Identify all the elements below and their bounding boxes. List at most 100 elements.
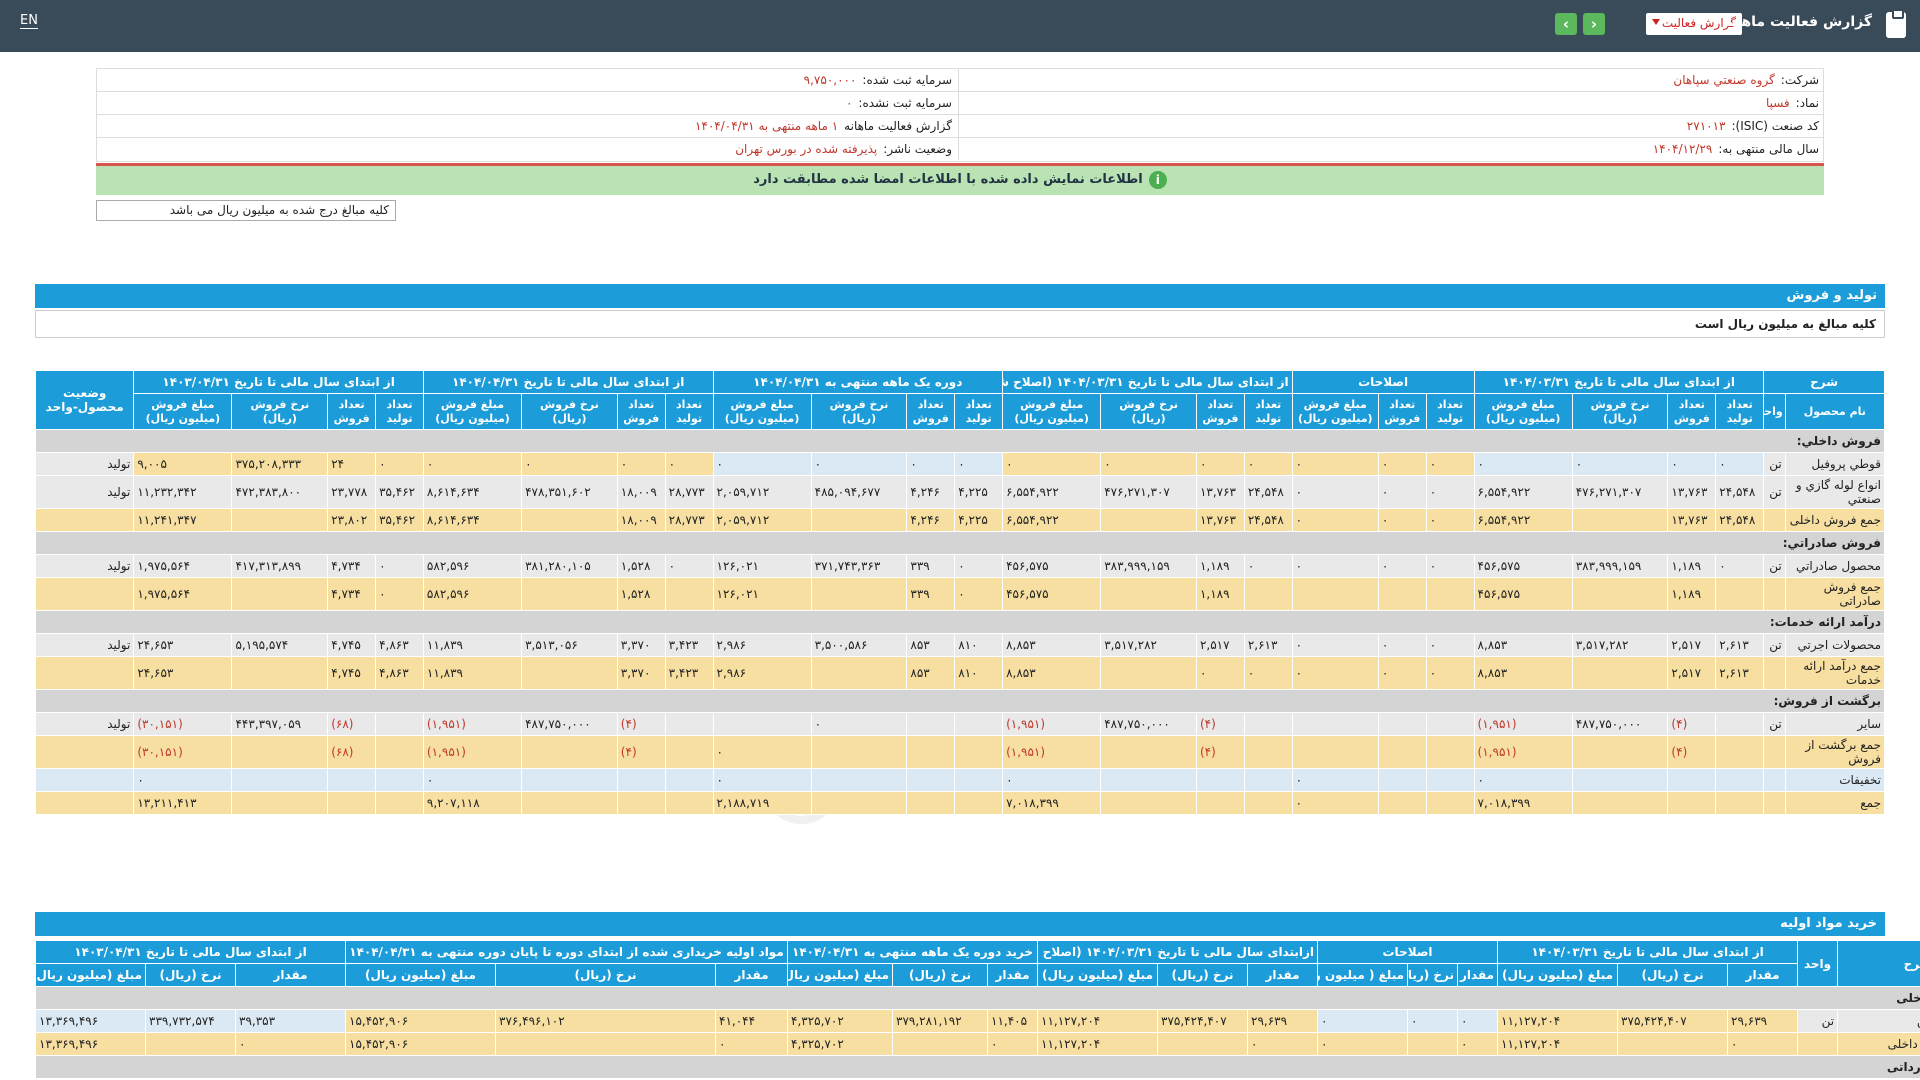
column-header: مبلغ فروش (میلیون ریال) (1002, 393, 1102, 430)
prev-arrow-icon[interactable]: ‹ (1555, 13, 1577, 35)
table-row: فروش داخلي: (35, 429, 1885, 453)
table-cell (521, 508, 618, 532)
table-cell: (۱,۹۵۱) (422, 735, 523, 769)
table-cell: ۳۳۹ (906, 554, 956, 578)
table-cell: ۶,۵۵۴,۹۲۲ (1473, 475, 1573, 509)
table-cell (1571, 791, 1669, 815)
table-cell: ۰ (712, 452, 812, 476)
table-cell: ۳۷۵,۲۰۸,۳۳۳ (231, 452, 329, 476)
column-header: مبلغ فروش (میلیون ریال) (1473, 393, 1573, 430)
table-cell (664, 791, 714, 815)
row-label: جمع برگشت از فروش (1784, 735, 1886, 769)
table-cell (34, 508, 135, 532)
group-header: از ابتدای سال مالی تا تاریخ ۱۴۰۳/۰۴/۳۱ (34, 940, 347, 964)
table-cell: ۰ (1571, 452, 1669, 476)
table-row: درآمد ارائه خدمات: (35, 610, 1885, 634)
table-cell: ۰ (1377, 633, 1427, 657)
report-value: ۱ ماهه منتهی به ۱۴۰۴/۰۴/۳۱ (694, 119, 839, 133)
table-row: فروش صادراتي: (35, 531, 1885, 555)
table-cell (1100, 735, 1197, 769)
column-header: نرخ فروش (ریال) (231, 393, 329, 430)
table-cell: ۱,۱۸۹ (1667, 577, 1717, 611)
table-cell: ۱۲۶,۰۲۱ (712, 577, 812, 611)
table-cell: ۸,۸۵۳ (1473, 633, 1573, 657)
table-cell (1571, 735, 1669, 769)
table-cell: ۷,۰۱۸,۳۹۹ (1002, 791, 1102, 815)
table-cell: ۰ (1425, 656, 1475, 690)
next-arrow-icon[interactable]: › (1583, 13, 1605, 35)
table-cell (1157, 1032, 1249, 1056)
table-cell: ۰ (1407, 1009, 1459, 1033)
table-cell: ۲۴,۵۴۸ (1715, 475, 1765, 509)
table-cell: ۰ (521, 452, 618, 476)
group-header: از ابتدای سال مالی تا تاریخ ۱۴۰۴/۰۴/۳۱ (422, 370, 714, 394)
table-cell (954, 768, 1004, 792)
table-cell: ۱,۹۷۵,۵۶۴ (133, 577, 233, 611)
table-cell (1243, 712, 1293, 736)
table-cell: ۱۳,۳۶۹,۴۹۶ (34, 1032, 147, 1056)
table-row: قوطي پروفيل تن ۰ ۰ ۰ ۰ ۰ ۰ ۰ ۰ ۰ ۰ ۰ ۰ ۰ ۰ ۰ ۰ ۰ ۰ ۰ ۰ ۲۴ ۳۷۵,۲… (34, 452, 1886, 476)
table-cell: تولید (34, 633, 135, 657)
table-cell (1377, 791, 1427, 815)
table-cell (1377, 577, 1427, 611)
column-header: تعداد تولید (664, 393, 714, 430)
group-label: برگشت از فروش: (35, 689, 1885, 713)
table-cell (664, 735, 714, 769)
column-header: نرخ فروش (ریال) (810, 393, 908, 430)
table-cell: ۰ (133, 768, 233, 792)
table-cell (521, 656, 618, 690)
report-type-select[interactable]: گزارش فعالیت (1646, 13, 1742, 35)
table-cell: ۰ (810, 712, 908, 736)
column-header: مقدار (1457, 963, 1499, 987)
table-cell: (۱,۹۵۱) (1473, 712, 1573, 736)
table-cell (1291, 735, 1379, 769)
table-cell: ۰ (1715, 452, 1765, 476)
table-cell: ۰ (1195, 656, 1245, 690)
table-cell: ۱۱,۸۳۹ (422, 633, 523, 657)
table-row: ورق (کویل)آهنتن۲۹,۶۳۹۳۷۵,۴۲۴,۴۰۷۱۱,۱۲۷,۲… (34, 1009, 1920, 1033)
table-cell: ۴,۲۲۵ (954, 508, 1004, 532)
group-label: مواد اولیه داخلی (34, 986, 1920, 1010)
column-header: نرخ (ریال) (892, 963, 989, 987)
column-header: مبلغ فروش (میلیون ریال) (133, 393, 233, 430)
table-cell: ۴۵۶,۵۷۵ (1002, 554, 1102, 578)
table-cell: ۱۳,۲۱۱,۴۱۳ (133, 791, 233, 815)
table-cell (906, 768, 956, 792)
table-cell: ۱,۱۸۹ (1195, 577, 1245, 611)
table-cell: ۲۹,۶۳۹ (1727, 1009, 1799, 1033)
table-cell: ۰ (1727, 1032, 1799, 1056)
column-header: مقدار (987, 963, 1039, 987)
table-cell: ۳,۴۲۳ (664, 633, 714, 657)
language-toggle[interactable]: EN (20, 13, 38, 29)
table-cell: تن (1763, 475, 1786, 509)
group-label: مواد اولیه وارداتی (34, 1055, 1920, 1079)
table-cell (231, 768, 329, 792)
table-cell: ۰ (1377, 508, 1427, 532)
table-cell: ۰ (422, 452, 523, 476)
report-label: گزارش فعالیت ماهانه (844, 119, 952, 133)
table-cell: ۱۳,۷۶۳ (1667, 475, 1717, 509)
table-cell: تولید (34, 554, 135, 578)
table-cell: ۳۸۱,۲۸۰,۱۰۵ (521, 554, 618, 578)
table-cell (810, 791, 908, 815)
column-header: نرخ فروش (ریال) (1100, 393, 1197, 430)
table-cell: ۴,۷۴۵ (327, 656, 377, 690)
fiscal-year-label: سال مالی منتهی به: (1718, 142, 1819, 156)
table-cell: ۱۳,۷۶۳ (1195, 475, 1245, 509)
isic-value: ۲۷۱۰۱۳ (1686, 119, 1726, 133)
table-cell: ۱۱,۸۳۹ (422, 656, 523, 690)
table-cell: ۹,۲۰۷,۱۱۸ (422, 791, 523, 815)
table-cell: (۶۸) (327, 735, 377, 769)
table-cell: ۲,۵۱۷ (1195, 633, 1245, 657)
table-row: محصولات اجرتي تن ۲,۶۱۳ ۲,۵۱۷ ۳,۵۱۷,۲۸۲ ۸,۸۵۳ ۰… (34, 633, 1886, 657)
table-cell: ۰ (954, 577, 1004, 611)
table-cell: ۱,۵۲۸ (616, 577, 666, 611)
column-header: تعداد فروش (1667, 393, 1717, 430)
table-cell (1667, 791, 1717, 815)
table-cell: ۳,۴۲۳ (664, 656, 714, 690)
table-cell: ۱۱,۱۲۷,۲۰۴ (1037, 1009, 1159, 1033)
table-cell: ۴۸۷,۷۵۰,۰۰۰ (1100, 712, 1197, 736)
table-cell: ۰ (1317, 1009, 1409, 1033)
row-label: محصول صادراتي (1784, 554, 1886, 578)
table-cell: ۸,۶۱۴,۶۳۴ (422, 508, 523, 532)
